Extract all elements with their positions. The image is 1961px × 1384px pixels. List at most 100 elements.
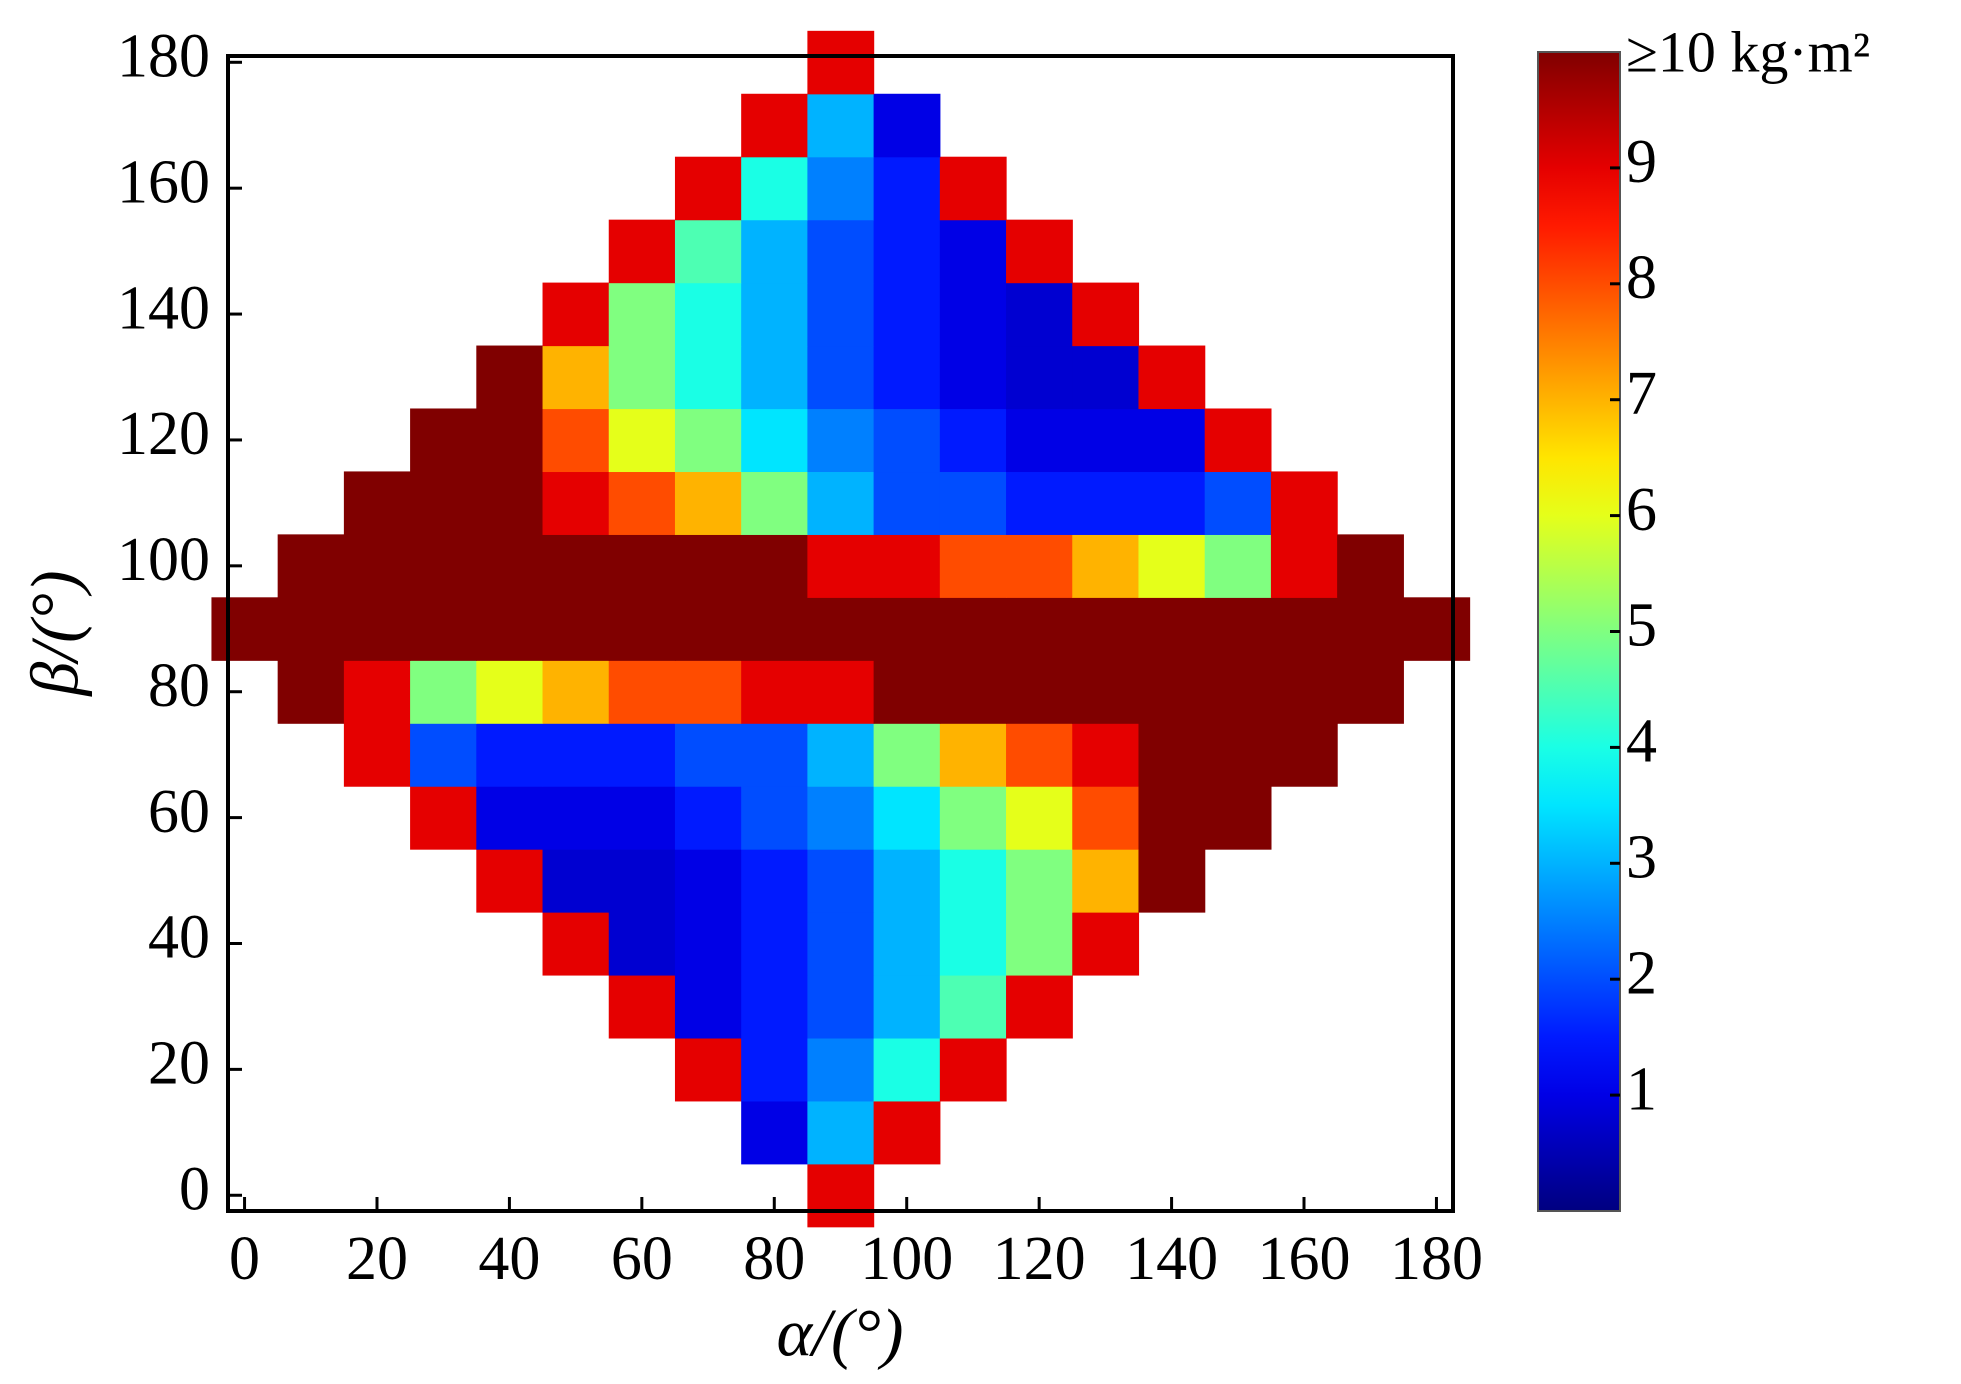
- heatmap-cell: [939, 408, 1007, 473]
- heatmap-cell: [1270, 597, 1338, 661]
- heatmap-cell: [674, 660, 742, 724]
- heatmap-cell: [807, 1163, 875, 1228]
- heatmap-cell: [873, 1037, 941, 1102]
- heatmap-cell: [1006, 219, 1073, 284]
- heatmap-cell: [608, 534, 676, 598]
- heatmap-cell: [476, 849, 544, 913]
- heatmap-cell: [1204, 408, 1272, 473]
- heatmap-cell: [410, 660, 477, 724]
- heatmap-cell: [608, 345, 676, 410]
- heatmap-cell: [807, 282, 875, 347]
- heatmap-cell: [807, 156, 875, 221]
- y-tick-label: 160: [117, 148, 210, 216]
- x-tick-label: 40: [478, 1225, 540, 1293]
- heatmap-cell: [939, 597, 1007, 661]
- heatmap-cell: [542, 723, 610, 787]
- heatmap-cell: [1138, 597, 1206, 661]
- heatmap-cell: [807, 30, 875, 95]
- heatmap-cell: [542, 408, 610, 473]
- heatmap-cell: [476, 471, 544, 535]
- heatmap-cell: [1138, 723, 1206, 787]
- heatmap-cell: [939, 345, 1007, 410]
- heatmap-cell: [674, 723, 742, 787]
- heatmap-cell: [741, 723, 808, 787]
- heatmap-cell: [410, 534, 477, 598]
- heatmap-cell: [674, 471, 742, 535]
- x-axis-label: α/(°): [776, 1295, 903, 1371]
- heatmap-cell: [741, 974, 808, 1039]
- heatmap-cell: [476, 723, 544, 787]
- x-tick-label: 180: [1390, 1225, 1483, 1293]
- heatmap-cell: [211, 597, 279, 661]
- heatmap-cell: [1006, 786, 1073, 850]
- heatmap-cell: [1072, 597, 1140, 661]
- heatmap-cell: [741, 282, 808, 347]
- heatmap-cell: [674, 219, 742, 284]
- heatmap-cell: [1006, 660, 1073, 724]
- heatmap-cell: [1403, 597, 1471, 661]
- heatmap-cell: [476, 786, 544, 850]
- heatmap-cell: [873, 974, 941, 1039]
- heatmap-cell: [1006, 345, 1073, 410]
- heatmap-cell: [476, 345, 544, 410]
- plot-frame: [226, 54, 1455, 1213]
- heatmap-cell: [873, 912, 941, 976]
- heatmap-cell: [939, 282, 1007, 347]
- heatmap-cell: [1204, 723, 1272, 787]
- heatmap-cell: [807, 786, 875, 850]
- heatmap-cell: [410, 408, 477, 473]
- heatmap-cell: [807, 912, 875, 976]
- heatmap-cell: [1337, 660, 1404, 724]
- heatmap-cell: [1006, 974, 1073, 1039]
- heatmap-cell: [1138, 471, 1206, 535]
- heatmap-cell: [674, 1037, 742, 1102]
- heatmap-cell: [873, 786, 941, 850]
- x-tick-label: 80: [743, 1225, 805, 1293]
- heatmap-cell: [873, 282, 941, 347]
- x-tick-label: 60: [611, 1225, 673, 1293]
- y-tick-label: 140: [117, 274, 210, 342]
- heatmap-cell: [1072, 849, 1140, 913]
- heatmap-cell: [873, 534, 941, 598]
- heatmap-cell: [1072, 786, 1140, 850]
- x-tick-label: 140: [1125, 1225, 1218, 1293]
- heatmap-cell: [542, 597, 610, 661]
- heatmap-cell: [1138, 345, 1206, 410]
- heatmap-cell: [476, 597, 544, 661]
- heatmap-cell: [873, 345, 941, 410]
- heatmap-cell: [1270, 723, 1338, 787]
- heatmap-cell: [741, 471, 808, 535]
- heatmap-cell: [1072, 534, 1140, 598]
- x-tick-label: 0: [229, 1225, 260, 1293]
- heatmap-cell: [873, 849, 941, 913]
- y-tick-label: 80: [148, 652, 210, 720]
- heatmap-cell: [1006, 282, 1073, 347]
- heatmap-cell: [741, 1037, 808, 1102]
- heatmap-cell: [873, 723, 941, 787]
- heatmap-cell: [873, 660, 941, 724]
- colorbar-tick-label: 9: [1626, 128, 1657, 196]
- x-tick-label: 100: [860, 1225, 953, 1293]
- heatmap-cell: [939, 1037, 1007, 1102]
- colorbar-tick-label: 3: [1626, 824, 1657, 892]
- heatmap-cell: [939, 974, 1007, 1039]
- heatmap-cell: [542, 660, 610, 724]
- heatmap-cell: [873, 156, 941, 221]
- heatmap-cell: [608, 408, 676, 473]
- heatmap-cell: [674, 156, 742, 221]
- heatmap-cell: [1072, 660, 1140, 724]
- heatmap-cell: [608, 786, 676, 850]
- heatmap-cell: [939, 912, 1007, 976]
- heatmap-cell: [1337, 534, 1404, 598]
- heatmap-cell: [939, 723, 1007, 787]
- heatmap-cell: [741, 912, 808, 976]
- heatmap-cell: [1006, 534, 1073, 598]
- heatmap-cell: [741, 219, 808, 284]
- heatmap-cell: [741, 660, 808, 724]
- heatmap-cell: [807, 660, 875, 724]
- heatmap-cell: [1337, 597, 1404, 661]
- heatmap-cell: [1204, 534, 1272, 598]
- y-tick-label: 0: [179, 1155, 210, 1223]
- heatmap-cell: [873, 597, 941, 661]
